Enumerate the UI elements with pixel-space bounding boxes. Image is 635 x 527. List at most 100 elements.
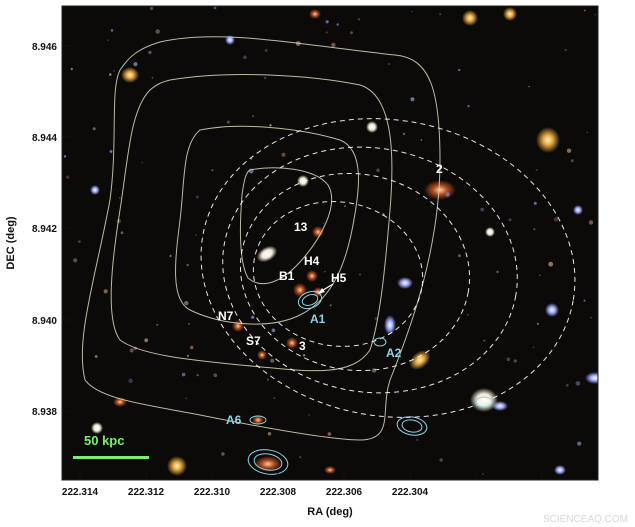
faint-source (70, 67, 74, 71)
faint-source (583, 299, 586, 302)
scale-bar: 50 kpc (73, 433, 149, 459)
faint-source (322, 222, 324, 225)
faint-source (566, 383, 569, 387)
faint-source (411, 11, 413, 13)
faint-source (63, 155, 67, 158)
faint-source (109, 73, 112, 76)
sky-objects (90, 7, 598, 476)
faint-source (480, 207, 485, 212)
faint-source (299, 456, 302, 459)
galaxy (554, 465, 566, 475)
arc-contour (396, 416, 428, 436)
faint-source (513, 359, 517, 363)
x-tick-label: 222.306 (326, 487, 363, 498)
dashed-contour-2 (222, 146, 518, 394)
faint-source (324, 270, 326, 273)
dashed-contour-3 (239, 172, 471, 372)
faint-source (457, 254, 461, 258)
arc-a1-contour (297, 290, 323, 310)
faint-source (243, 55, 247, 59)
faint-source (251, 315, 255, 319)
faint-source (156, 323, 159, 326)
contour-outer (81, 36, 441, 441)
scale-bar-line (73, 456, 149, 459)
faint-source (371, 368, 377, 373)
faint-source (273, 397, 276, 400)
faint-source (190, 345, 194, 350)
image-background (62, 6, 598, 480)
arc-a6-contour (249, 415, 267, 425)
image-frame (61, 5, 599, 481)
dashed-contour-1 (200, 118, 576, 418)
galaxy (492, 401, 508, 411)
faint-source (113, 70, 115, 72)
faint-source (103, 289, 108, 294)
faint-source (420, 139, 423, 141)
faint-source (302, 354, 306, 357)
faint-source (329, 304, 332, 307)
galaxy (573, 205, 583, 215)
label-a1: A1 (310, 312, 326, 326)
faint-source (264, 76, 267, 80)
galaxy-s7 (257, 350, 267, 360)
y-axis-title: DEC (deg) (5, 216, 17, 270)
star (91, 422, 103, 434)
faint-source (548, 261, 554, 267)
faint-source (66, 175, 70, 179)
galaxy (545, 303, 559, 317)
y-tick-labels: 8.946 8.944 8.942 8.940 8.938 (32, 42, 57, 418)
faint-source (250, 157, 253, 160)
galaxy (409, 350, 431, 370)
label-s7: S7 (246, 334, 261, 348)
faint-source (308, 414, 310, 416)
galaxy (121, 67, 139, 83)
star (297, 175, 309, 187)
faint-source (186, 263, 189, 267)
faint-source (535, 168, 538, 171)
object-labels: 2 13 H4 B1 H5 N7 S7 3 A1 A2 A6 (218, 162, 443, 427)
galaxy (503, 7, 517, 21)
faint-source (184, 300, 189, 306)
solid-contours (81, 36, 441, 441)
label-a6: A6 (226, 413, 242, 427)
h5-arrow (318, 283, 334, 294)
faint-source (577, 441, 582, 446)
arc-contour (253, 453, 283, 471)
faint-source (264, 49, 268, 52)
faint-source (533, 201, 537, 205)
faint-source (325, 20, 329, 24)
faint-source (466, 314, 469, 316)
faint-source (439, 458, 443, 462)
faint-source (410, 97, 415, 102)
faint-source (78, 240, 81, 244)
faint-source (416, 439, 419, 441)
faint-source (213, 373, 218, 378)
label-3: 3 (299, 339, 306, 353)
faint-source (482, 473, 484, 475)
galaxy (90, 185, 100, 195)
arc-a2-contour (373, 337, 387, 347)
galaxy-3 (286, 337, 298, 349)
faint-source (496, 270, 499, 273)
faint-source (188, 322, 191, 325)
dashed-contour-4 (252, 201, 424, 347)
faint-source (575, 381, 581, 386)
y-tick-label: 8.942 (32, 224, 57, 235)
galaxy (424, 180, 456, 200)
faint-source (195, 195, 199, 199)
faint-source (344, 205, 346, 207)
faint-source (94, 355, 98, 358)
faint-source (92, 127, 96, 131)
faint-source (195, 234, 197, 236)
faint-source (73, 258, 78, 263)
faint-source (211, 169, 214, 172)
arc-contours (247, 290, 493, 475)
faint-source (110, 29, 114, 32)
galaxy (252, 415, 264, 425)
galaxy-b1 (293, 283, 307, 297)
faint-source (151, 76, 154, 79)
faint-source (169, 254, 172, 258)
star (366, 121, 378, 133)
faint-source (269, 124, 272, 127)
